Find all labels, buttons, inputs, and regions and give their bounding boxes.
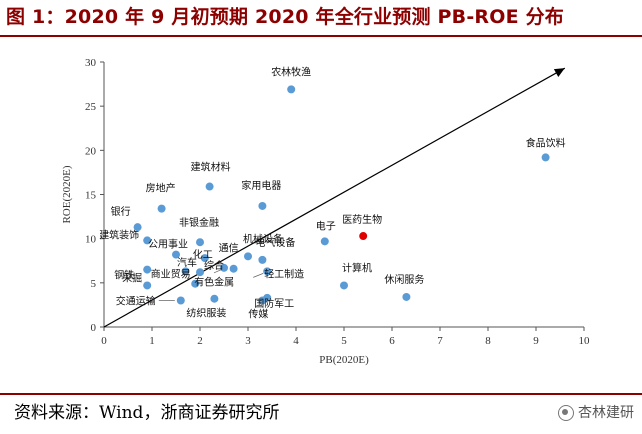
y-axis-title: ROE(2020E) xyxy=(61,165,73,223)
x-tick-label: 0 xyxy=(101,335,107,347)
data-point xyxy=(258,255,267,264)
y-tick-label: 10 xyxy=(85,234,97,246)
data-point xyxy=(196,238,204,247)
point-label: 建筑装饰 xyxy=(99,228,139,241)
point-label: 有色金属 xyxy=(194,276,234,289)
data-point xyxy=(229,264,238,273)
x-tick-label: 9 xyxy=(533,335,539,347)
data-point xyxy=(143,265,152,274)
point-label: 农林牧渔 xyxy=(271,65,311,78)
trend-arrow-head xyxy=(553,68,565,78)
point-label: 机械设备 xyxy=(243,232,283,245)
source-rule xyxy=(0,393,642,395)
y-tick-label: 0 xyxy=(91,322,97,334)
data-point xyxy=(196,268,204,277)
data-points xyxy=(133,85,550,305)
x-tick-label: 5 xyxy=(341,335,347,347)
x-tick-label: 2 xyxy=(197,335,203,347)
data-point xyxy=(340,281,348,290)
axes: 0 1 2 3 4 5 6 7 8 9 10 0 5 10 15 20 25 30 xyxy=(85,57,590,347)
point-label: 医药生物 xyxy=(342,213,382,226)
x-tick-label: 10 xyxy=(579,335,591,347)
point-label: 计算机 xyxy=(342,261,372,274)
wechat-icon xyxy=(558,405,574,421)
data-point xyxy=(359,232,368,241)
title-rule xyxy=(0,35,642,37)
point-label: 电气设备 xyxy=(255,236,295,249)
data-point xyxy=(172,250,180,259)
x-tick-label: 6 xyxy=(389,335,395,347)
point-label: 建筑材料 xyxy=(191,161,231,174)
label-connector xyxy=(253,272,264,278)
data-point xyxy=(541,153,550,162)
point-label: 食品饮料 xyxy=(526,136,566,149)
pb-roe-scatter-chart: 0 1 2 3 4 5 6 7 8 9 10 0 5 10 15 20 25 30 农林牧渔食品饮料建筑材料家用电… xyxy=(61,57,590,366)
point-label: 汽车 xyxy=(177,256,197,269)
point-label: 电子 xyxy=(316,219,336,232)
data-point xyxy=(220,263,228,272)
y-tick-label: 15 xyxy=(85,190,97,202)
watermark: 杏林建研 xyxy=(558,400,634,426)
data-point xyxy=(258,201,267,210)
data-point xyxy=(205,182,214,191)
point-label: 商业贸易 xyxy=(151,267,191,280)
data-point xyxy=(263,267,272,276)
label-connectors xyxy=(158,269,264,301)
x-tick-label: 4 xyxy=(293,335,299,347)
data-point xyxy=(143,236,152,245)
point-label: 纺织服装 xyxy=(186,307,226,320)
data-point xyxy=(210,294,219,303)
y-tick-label: 5 xyxy=(91,278,97,290)
data-point xyxy=(402,292,411,301)
trend-arrow xyxy=(103,67,566,328)
data-point xyxy=(244,252,252,261)
x-axis-title: PB(2020E) xyxy=(319,354,369,366)
figure-title: 图 1：2020 年 9 月初预期 2020 年全行业预测 PB-ROE 分布 xyxy=(6,6,564,28)
point-label: 钢铁 xyxy=(114,269,134,282)
data-point xyxy=(176,296,185,305)
data-point xyxy=(157,204,166,213)
point-label: 非银金融 xyxy=(179,216,219,229)
source-note: 资料来源：Wind，浙商证券研究所 xyxy=(14,403,280,423)
point-label: 公用事业 xyxy=(148,238,188,251)
point-label: 通信 xyxy=(219,243,239,255)
data-point xyxy=(287,85,296,94)
data-point xyxy=(133,223,142,232)
data-point xyxy=(258,296,267,305)
point-label: 家用电器 xyxy=(241,179,281,192)
point-label: 休闲服务 xyxy=(384,273,424,286)
watermark-text: 杏林建研 xyxy=(578,405,634,421)
data-point xyxy=(191,279,200,288)
data-point xyxy=(200,254,209,263)
data-point xyxy=(181,267,190,276)
y-tick-label: 30 xyxy=(85,57,97,69)
point-label: 传媒 xyxy=(248,309,268,321)
point-label: 采掘 xyxy=(122,271,142,284)
point-label: 化工 xyxy=(193,248,213,261)
point-label: 综合 xyxy=(204,259,224,272)
x-tick-label: 3 xyxy=(245,335,251,347)
data-point xyxy=(143,281,152,290)
trend-arrow-line xyxy=(103,67,566,328)
x-tick-label: 8 xyxy=(485,335,491,347)
point-label: 交通运输 xyxy=(116,295,156,308)
point-label: 国防军工 xyxy=(254,297,294,310)
data-point xyxy=(320,237,329,246)
x-tick-label: 7 xyxy=(437,335,443,347)
y-tick-label: 20 xyxy=(85,145,97,157)
label-connector xyxy=(213,269,222,274)
point-label: 房地产 xyxy=(146,182,176,195)
x-tick-label: 1 xyxy=(149,335,155,347)
point-label: 银行 xyxy=(111,205,131,218)
point-label: 轻工制造 xyxy=(264,267,304,280)
y-tick-label: 25 xyxy=(85,101,97,113)
